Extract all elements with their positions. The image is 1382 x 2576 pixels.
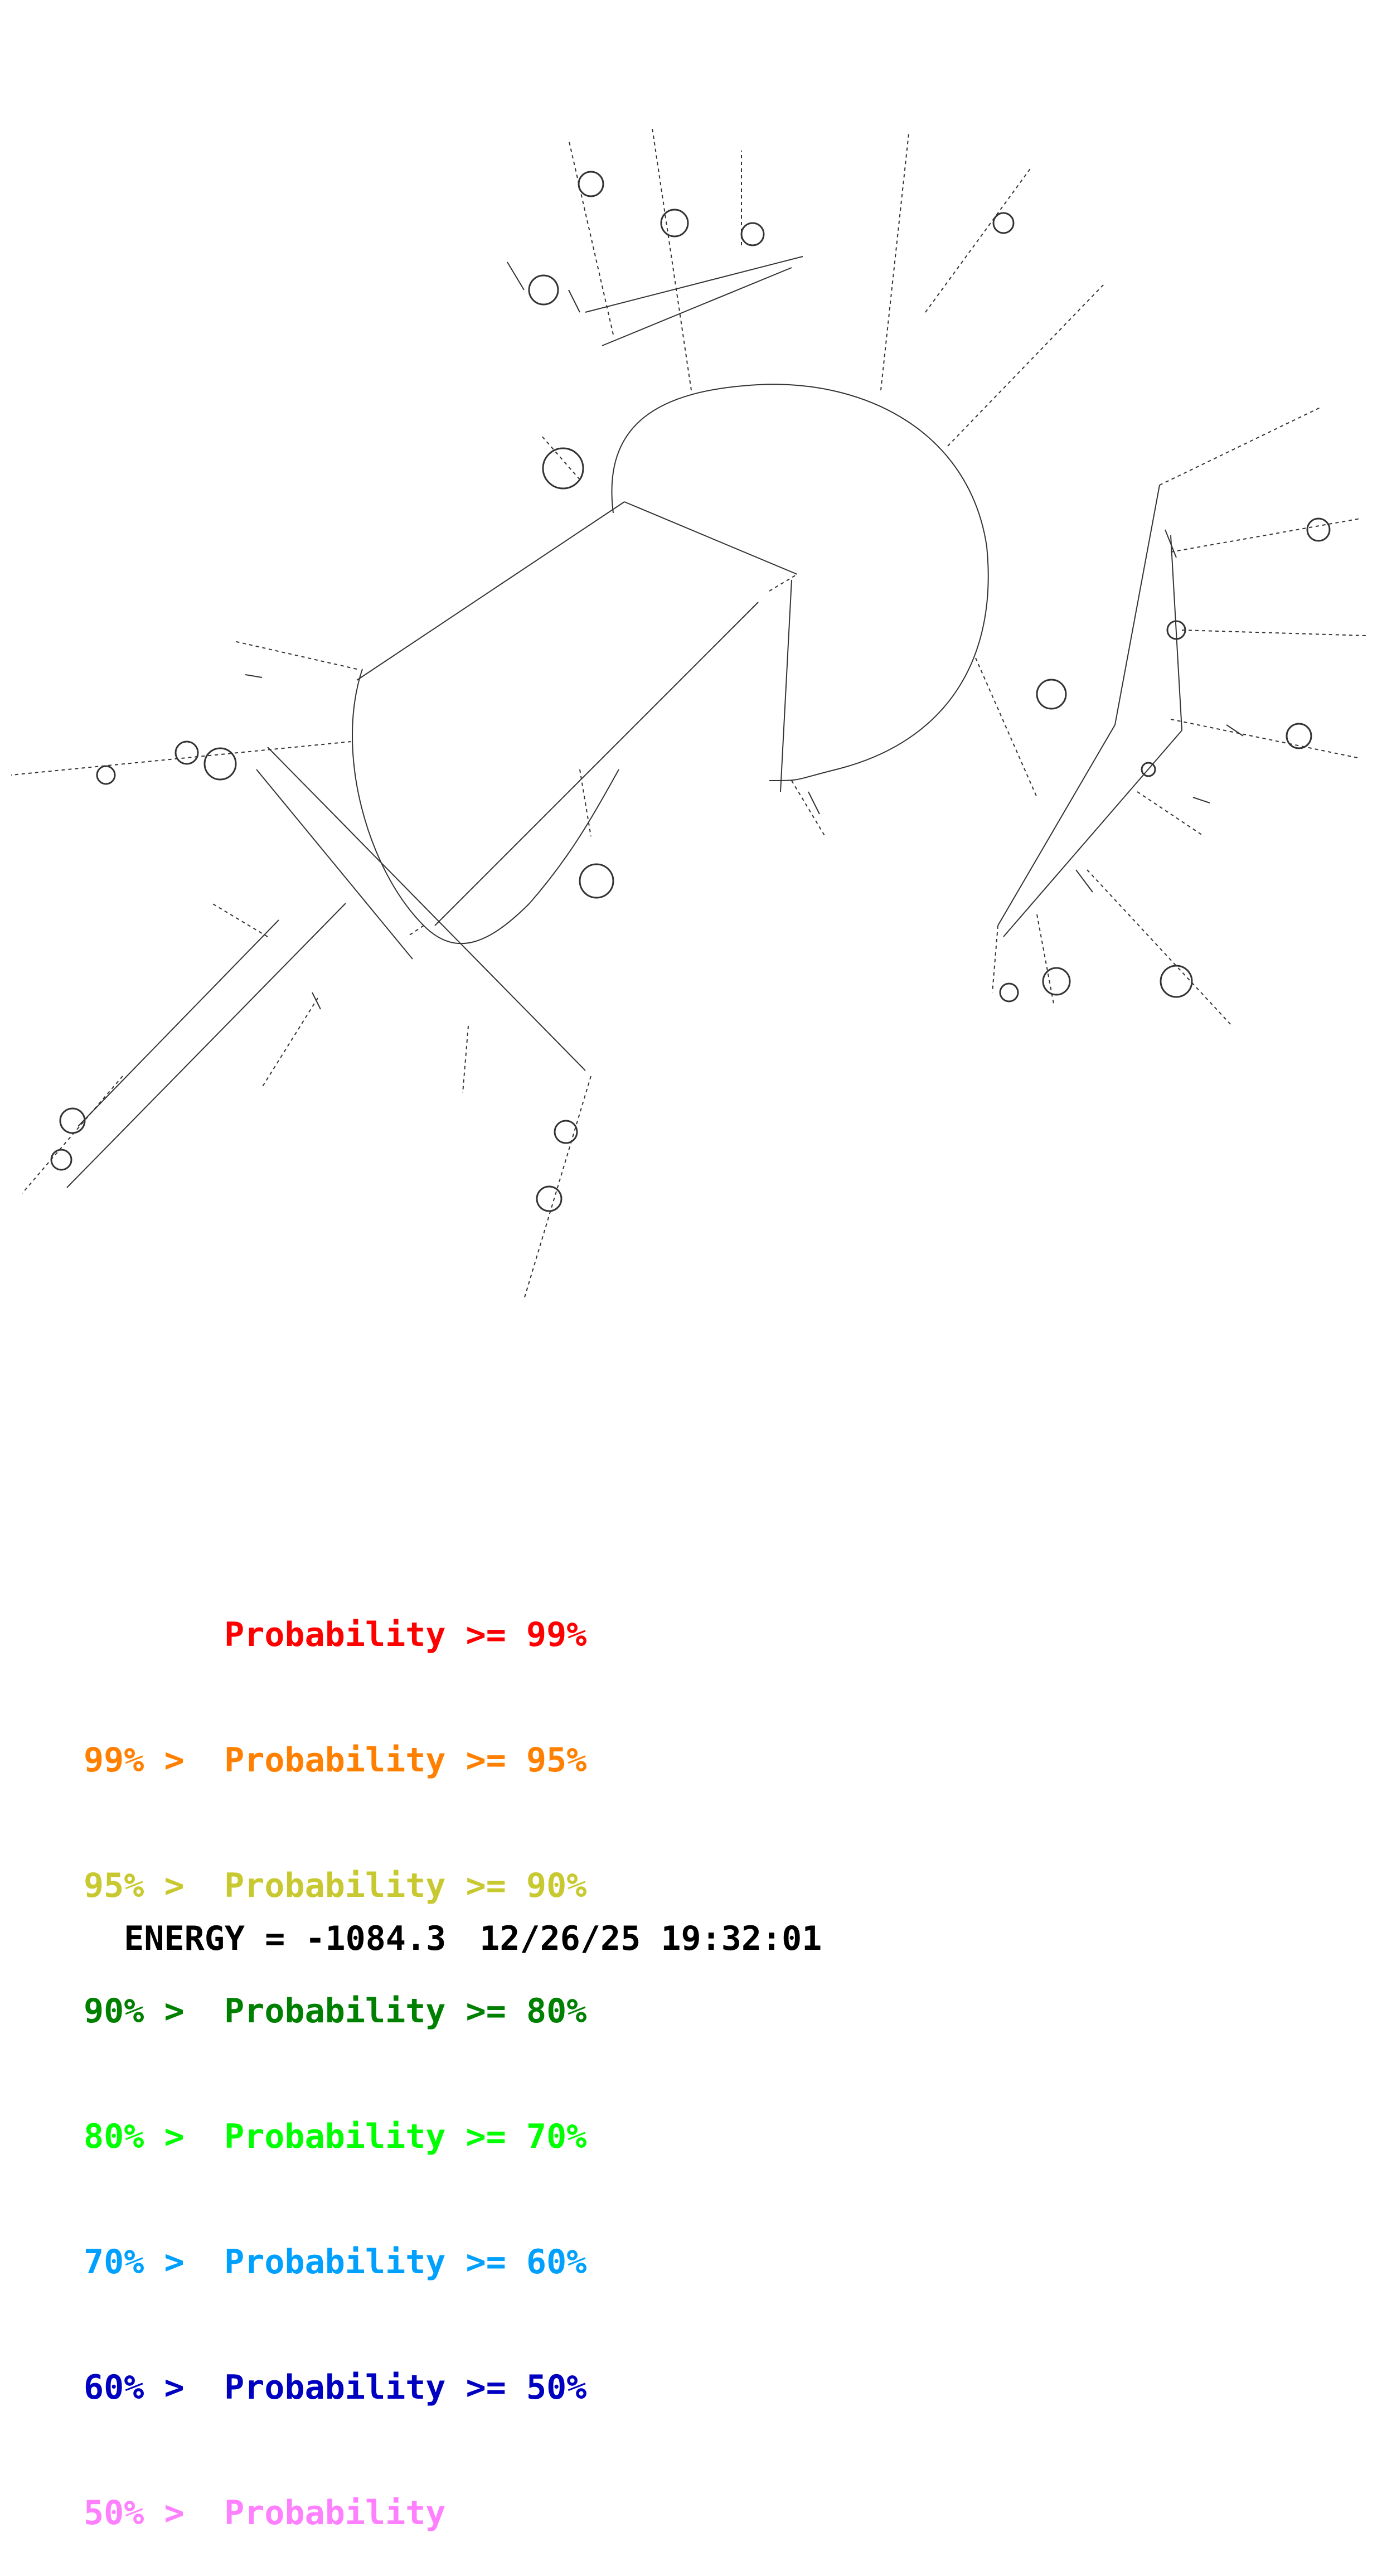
- legend-probability-label: Probability: [224, 1866, 446, 1905]
- legend-lower-bound: 60% >: [84, 2368, 185, 2407]
- legend-probability-label: Probability: [224, 2117, 446, 2156]
- legend-row-4: 90% > Probability >= 80%: [84, 1991, 586, 2032]
- legend-upper-bound: >= 90%: [465, 1866, 587, 1905]
- legend-upper-bound: >= 95%: [465, 1741, 587, 1780]
- legend-upper-bound: >= 70%: [465, 2117, 587, 2156]
- legend-lower-bound: 99% >: [84, 1741, 185, 1780]
- legend-lower-bound: 50% >: [84, 2493, 185, 2533]
- legend-row-2: 99% > Probability >= 95%: [84, 1740, 586, 1781]
- probability-legend: Probability >= 99% 99% > Probability >= …: [84, 1531, 586, 2576]
- legend-probability-label: Probability: [224, 2368, 446, 2407]
- legend-row-8: 50% > Probability: [84, 2492, 586, 2534]
- legend-probability-label: Probability: [224, 2243, 446, 2282]
- left-backbone-loop: [352, 669, 619, 945]
- legend-upper-bound: >= 80%: [465, 1992, 587, 2031]
- rna-secondary-structure-diagram: [11, 128, 1366, 1300]
- legend-lower-bound: 95% >: [84, 1866, 185, 1905]
- legend-probability-label: Probability: [224, 2493, 446, 2533]
- energy-value: ENERGY = -1084.3: [124, 1919, 447, 1958]
- timestamp: 12/26/25 19:32:01: [479, 1919, 822, 1958]
- legend-row-7: 60% > Probability >= 50%: [84, 2367, 586, 2409]
- legend-lower-bound: 80% >: [84, 2117, 185, 2156]
- legend-row-5: 80% > Probability >= 70%: [84, 2116, 586, 2158]
- legend-row-6: 70% > Probability >= 60%: [84, 2241, 586, 2283]
- central-backbone-loop: [611, 384, 989, 781]
- legend-probability-label: Probability: [224, 1741, 446, 1780]
- legend-probability-label: Probability: [224, 1615, 446, 1654]
- legend-upper-bound: >= 60%: [465, 2243, 587, 2282]
- legend-upper-bound: >= 99%: [465, 1615, 587, 1654]
- legend-lower-bound: 70% >: [84, 2243, 185, 2282]
- legend-probability-label: Probability: [224, 1992, 446, 2031]
- legend-upper-bound: >= 50%: [465, 2368, 587, 2407]
- legend-row-1: Probability >= 99%: [84, 1614, 586, 1656]
- energy-footer: ENERGY = -1084.3 12/26/25 19:32:01: [84, 1880, 855, 1958]
- legend-lower-bound: 90% >: [84, 1992, 185, 2031]
- legend-row-3: 95% > Probability >= 90%: [84, 1865, 586, 1907]
